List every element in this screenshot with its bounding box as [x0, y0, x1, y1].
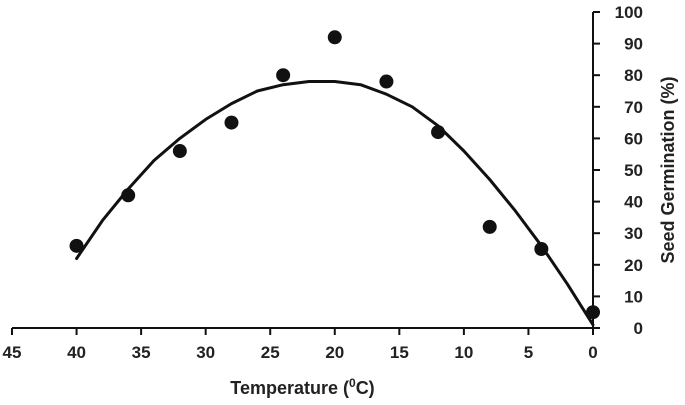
x-tick-label: 35: [132, 343, 151, 362]
y-axis-title: Seed Germination (%): [658, 76, 678, 263]
data-point: [69, 238, 84, 253]
x-tick-label: 0: [588, 343, 597, 362]
x-axis-title-suffix: C): [356, 378, 375, 398]
fit-curve: [75, 80, 595, 327]
y-tick-label: 20: [624, 256, 643, 275]
x-axis: 45 40 35 30 25 20 15 10 5 0: [3, 327, 598, 362]
x-tick-label: 40: [67, 343, 86, 362]
data-point: [224, 115, 239, 130]
data-point: [121, 188, 136, 203]
y-tick-label: 50: [624, 161, 643, 180]
data-point: [172, 144, 187, 159]
data-point: [586, 305, 600, 320]
y-tick-label: 90: [624, 35, 643, 54]
data-points: [69, 30, 600, 320]
y-tick-label: 40: [624, 193, 643, 212]
x-tick-label: 10: [454, 343, 473, 362]
data-point: [327, 30, 342, 45]
x-tick-label: 25: [261, 343, 280, 362]
y-tick-label: 60: [624, 129, 643, 148]
y-tick-label: 80: [624, 66, 643, 85]
x-axis-title-prefix: Temperature (: [230, 378, 349, 398]
fit-curve-line: [75, 80, 595, 327]
x-tick-label: 15: [390, 343, 409, 362]
data-point: [431, 125, 446, 140]
data-point: [534, 242, 549, 256]
x-axis-title-superscript: 0: [349, 376, 356, 390]
y-tick-label: 0: [634, 319, 643, 338]
x-axis-title: Temperature (0C): [230, 376, 374, 398]
y-tick-label: 100: [615, 3, 643, 22]
data-point: [276, 68, 291, 83]
x-tick-label: 20: [325, 343, 344, 362]
y-tick-label: 70: [624, 98, 643, 117]
data-point: [379, 74, 394, 89]
y-axis: 0 10 20 30 40 50 60 70 80 90 100: [592, 3, 643, 338]
data-point: [482, 219, 497, 234]
x-tick-label: 45: [3, 343, 22, 362]
x-tick-label: 30: [196, 343, 215, 362]
x-tick-label: 5: [524, 343, 533, 362]
y-tick-label: 30: [624, 224, 643, 243]
y-tick-label: 10: [624, 287, 643, 306]
